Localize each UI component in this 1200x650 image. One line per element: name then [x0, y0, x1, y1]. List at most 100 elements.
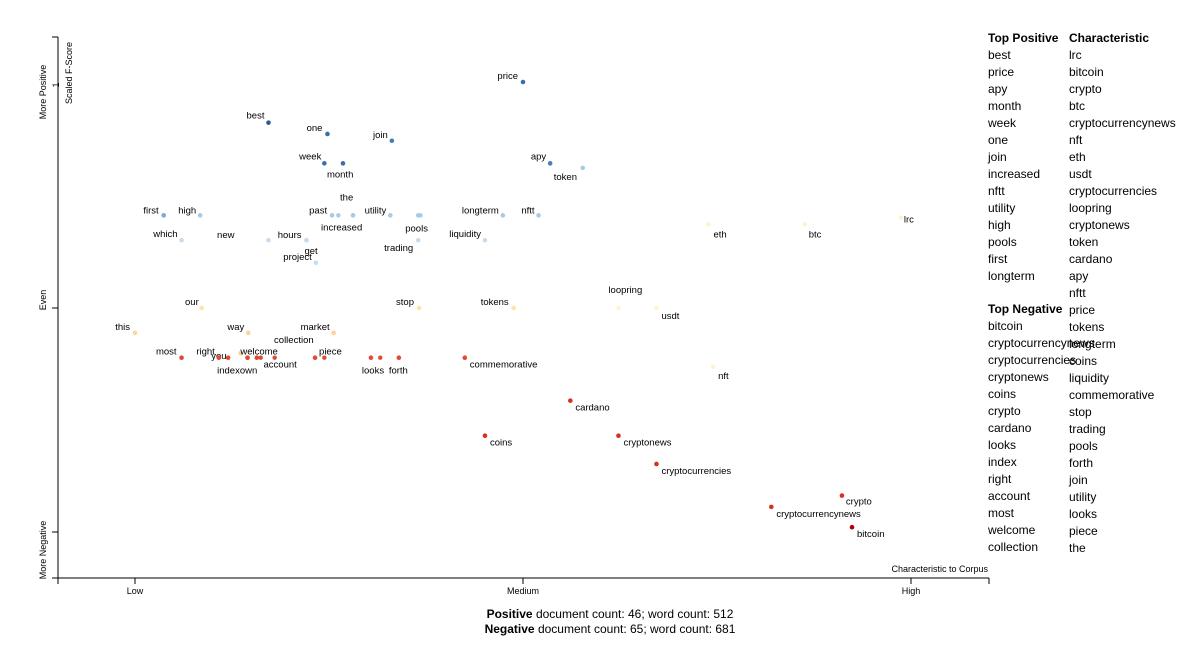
top-negative-term[interactable]: welcome: [988, 523, 1036, 537]
data-point: [197, 213, 203, 218]
characteristic-term[interactable]: coins: [1069, 354, 1098, 368]
characteristic-term[interactable]: stop: [1069, 405, 1092, 419]
characteristic-term[interactable]: lrc: [1069, 48, 1082, 62]
data-point: [511, 305, 516, 311]
top-negative-term[interactable]: index: [988, 455, 1017, 469]
characteristic-term[interactable]: looks: [1069, 507, 1098, 521]
data-point: [415, 237, 421, 243]
point-label: first: [143, 205, 159, 216]
point-label: cardano: [575, 403, 609, 414]
top-positive-term[interactable]: join: [988, 150, 1007, 164]
point-label: one: [307, 123, 323, 134]
point-label: price: [497, 71, 518, 82]
positive-count-text: document count: 46; word count: 512: [532, 607, 734, 621]
data-point: [654, 461, 659, 467]
data-point: [706, 222, 711, 227]
top-negative-term[interactable]: collection: [988, 540, 1039, 554]
characteristic-term[interactable]: piece: [1069, 524, 1098, 538]
top-positive-term[interactable]: one: [988, 133, 1009, 147]
data-point: [482, 433, 488, 438]
characteristic-term[interactable]: commemorative: [1069, 388, 1155, 402]
characteristic-term[interactable]: token: [1069, 235, 1099, 249]
point-label: liquidity: [449, 229, 481, 240]
characteristic-term[interactable]: apy: [1069, 269, 1089, 283]
top-positive-term[interactable]: best: [988, 48, 1011, 62]
data-point: [340, 161, 346, 166]
data-point: [520, 79, 526, 85]
top-negative-term[interactable]: cryptocurrencynews: [988, 336, 1095, 350]
characteristic-term[interactable]: loopring: [1069, 201, 1112, 215]
characteristic-term[interactable]: trading: [1069, 422, 1106, 436]
characteristic-term[interactable]: utility: [1069, 490, 1097, 504]
data-point: [368, 355, 374, 361]
point-label: way: [226, 322, 244, 333]
characteristic-term[interactable]: liquidity: [1069, 371, 1110, 385]
characteristic-term[interactable]: longterm: [1069, 337, 1116, 351]
data-point: [179, 355, 184, 361]
data-point: [500, 213, 506, 218]
data-point: [396, 355, 402, 361]
data-point: [536, 213, 541, 218]
data-point: [462, 355, 468, 361]
data-point: [132, 330, 138, 336]
top-positive-term[interactable]: longterm: [988, 269, 1035, 283]
point-label: token: [554, 172, 577, 183]
data-point: [898, 215, 904, 220]
point-label: trading: [384, 243, 413, 254]
characteristic-term[interactable]: bitcoin: [1069, 65, 1104, 79]
point-label: collection: [274, 335, 314, 346]
top-negative-term[interactable]: cryptonews: [988, 370, 1049, 384]
characteristic-term[interactable]: crypto: [1069, 82, 1102, 96]
top-negative-term[interactable]: account: [988, 489, 1031, 503]
characteristic-term[interactable]: price: [1069, 303, 1096, 317]
point-label: nft: [718, 371, 729, 382]
characteristic-term[interactable]: pools: [1069, 439, 1098, 453]
point-label: nftt: [521, 205, 535, 216]
characteristic-term[interactable]: the: [1069, 541, 1086, 555]
data-point: [254, 355, 260, 361]
characteristic-term[interactable]: tokens: [1069, 320, 1105, 334]
data-point: [389, 138, 395, 144]
negative-count-text: document count: 65; word count: 681: [534, 622, 736, 636]
top-negative-term[interactable]: cardano: [988, 421, 1032, 435]
top-positive-list: Top Positive best price apy month week one joi…: [988, 30, 1058, 285]
point-label: account: [264, 360, 298, 371]
characteristic-term[interactable]: join: [1069, 473, 1088, 487]
top-positive-term[interactable]: month: [988, 99, 1022, 113]
top-negative-term[interactable]: looks: [988, 438, 1017, 452]
top-positive-term[interactable]: high: [988, 218, 1011, 232]
point-label: loopring: [608, 285, 642, 296]
top-negative-term[interactable]: bitcoin: [988, 319, 1023, 333]
top-negative-term[interactable]: cryptocurrencies: [988, 353, 1077, 367]
point-label: most: [156, 347, 177, 358]
characteristic-term[interactable]: btc: [1069, 99, 1086, 113]
top-negative-term[interactable]: coins: [988, 387, 1017, 401]
data-point: [802, 222, 807, 227]
top-positive-term[interactable]: price: [988, 65, 1015, 79]
characteristic-term[interactable]: nft: [1069, 133, 1083, 147]
characteristic-term[interactable]: cryptocurrencies: [1069, 184, 1158, 198]
top-positive-term[interactable]: increased: [988, 167, 1041, 181]
characteristic-term[interactable]: eth: [1069, 150, 1086, 164]
characteristic-term[interactable]: cryptocurrencynews: [1069, 116, 1176, 130]
x-tick-label: Medium: [507, 586, 539, 596]
characteristic-term[interactable]: usdt: [1069, 167, 1092, 181]
data-point: [388, 213, 393, 218]
top-positive-term[interactable]: first: [988, 252, 1008, 266]
top-positive-term[interactable]: week: [988, 116, 1017, 130]
data-point: [325, 131, 330, 137]
top-negative-term[interactable]: most: [988, 506, 1015, 520]
characteristic-term[interactable]: cardano: [1069, 252, 1113, 266]
top-positive-term[interactable]: apy: [988, 82, 1008, 96]
point-label: high: [178, 205, 196, 216]
characteristic-term[interactable]: nftt: [1069, 286, 1086, 300]
data-point: [322, 355, 327, 360]
characteristic-term[interactable]: forth: [1069, 456, 1094, 470]
point-label: eth: [713, 229, 726, 240]
top-positive-term[interactable]: pools: [988, 235, 1017, 249]
top-negative-term[interactable]: right: [988, 472, 1012, 486]
top-positive-term[interactable]: nftt: [988, 184, 1005, 198]
characteristic-term[interactable]: cryptonews: [1069, 218, 1130, 232]
top-positive-term[interactable]: utility: [988, 201, 1016, 215]
top-negative-term[interactable]: crypto: [988, 404, 1021, 418]
